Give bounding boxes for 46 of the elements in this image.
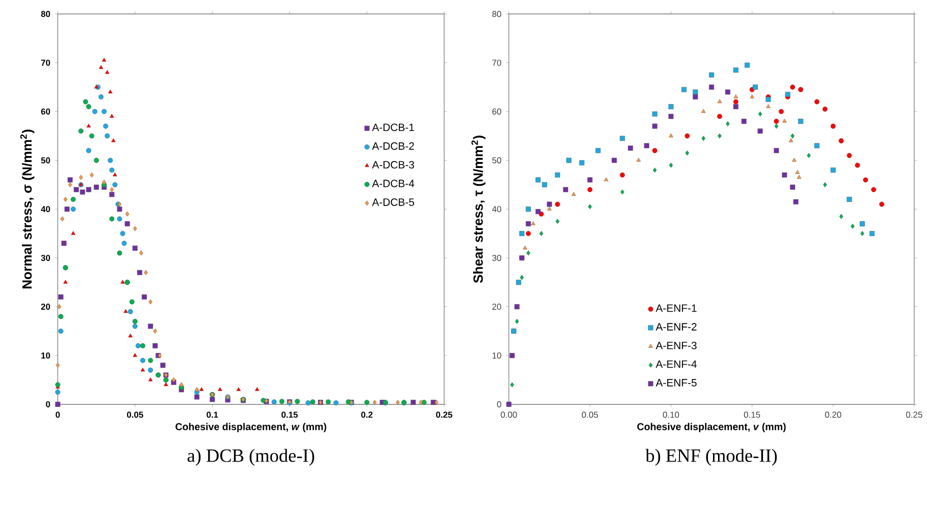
x-tick-label: 0.1 [206,412,218,418]
y-tick-label: 30 [41,254,50,262]
legend-label: A-DCB-2 [372,142,414,150]
x-tick-label: 0 [56,412,60,418]
x-tick-label: 0.20 [825,412,842,418]
y-tick-label: 40 [492,206,502,212]
x-tick-label: 0.10 [662,412,680,418]
y-tick-label: 30 [492,254,502,262]
y-tick-label: 0 [497,401,502,408]
text: a) DCB (mode-I) [188,448,314,466]
y-tick-label: 10 [492,352,502,359]
y-tick-label: 10 [41,352,50,359]
y-tick-label: 0 [46,401,50,408]
y-tick-label: 20 [41,304,50,310]
legend-label: A-ENF-5 [656,379,697,387]
x-tick-label: 0.00 [500,412,517,418]
legend-label: A-ENF-1 [656,304,697,312]
x-axis-title: Cohesive displacement, w (mm) [176,423,326,432]
x-tick-label: 0.05 [126,412,144,418]
x-tick-label: 0.25 [436,412,452,418]
legend-label: A-ENF-4 [656,360,697,368]
legend-label: A-DCB-3 [372,161,414,169]
y-axis-title: Shear stress, τ (N/mm$^{2}$) [471,136,486,283]
x-tick-label: 0.05 [582,412,598,418]
x-tick-label: 0.25 [906,412,922,418]
x-tick-label: 0.15 [744,412,760,418]
legend-label: A-ENF-3 [656,342,697,350]
y-tick-label: 70 [41,60,50,66]
legend-label: A-DCB-1 [372,124,414,132]
y-tick-label: 70 [492,60,502,66]
x-tick-label: 0.2 [361,412,373,418]
y-axis-title: Normal stress, σ (N/mm$^{2}$) [20,130,34,288]
y-tick-label: 20 [492,304,502,310]
y-tick-label: 50 [41,157,50,164]
y-tick-label: 80 [492,10,502,18]
y-tick-label: 40 [40,206,50,212]
y-tick-label: 60 [492,108,502,115]
text: b) ENF (mode-II) [645,448,777,466]
y-tick-label: 60 [41,108,50,115]
legend-label: A-ENF-2 [656,323,696,331]
x-axis-title: Cohesive displacement, v (mm) [637,423,786,432]
legend-label: A-DCB-5 [372,198,414,206]
x-tick-label: 0.15 [282,412,298,418]
y-tick-label: 50 [492,157,502,164]
y-tick-label: 80 [41,10,50,18]
legend-label: A-DCB-4 [372,180,414,188]
